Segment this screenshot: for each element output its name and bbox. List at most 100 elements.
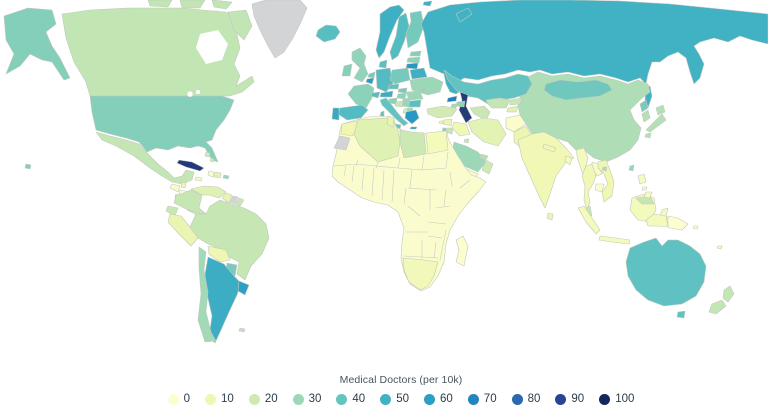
country-indonesia-papua[interactable] xyxy=(645,213,669,228)
country-bolivia[interactable] xyxy=(207,245,231,263)
country-canada-island[interactable] xyxy=(147,0,173,8)
country-philippines-mindanao[interactable] xyxy=(643,191,653,199)
country-moldova[interactable] xyxy=(419,87,427,94)
country-japan-hokkaido[interactable] xyxy=(655,104,666,116)
country-dominican-republic[interactable] xyxy=(213,171,222,179)
country-falklands[interactable] xyxy=(238,327,246,333)
country-south-africa[interactable] xyxy=(402,257,439,291)
country-peru[interactable] xyxy=(167,213,199,247)
country-mexico[interactable] xyxy=(95,131,195,185)
country-venezuela[interactable] xyxy=(190,185,227,199)
country-spain[interactable] xyxy=(337,104,369,121)
country-afghanistan[interactable] xyxy=(505,114,527,133)
country-canada-island[interactable] xyxy=(211,0,233,10)
country-france[interactable] xyxy=(347,83,375,109)
country-japan-kyushu[interactable] xyxy=(644,132,652,139)
country-canada-baffin[interactable] xyxy=(227,9,253,41)
country-canada-island[interactable] xyxy=(179,0,206,9)
country-estonia[interactable] xyxy=(409,50,422,57)
country-belgium[interactable] xyxy=(365,77,375,85)
country-new-zealand-north[interactable] xyxy=(722,285,735,303)
country-iraq[interactable] xyxy=(451,121,471,137)
country-georgia[interactable] xyxy=(446,95,458,103)
country-usa[interactable] xyxy=(89,95,235,163)
country-jamaica[interactable] xyxy=(194,176,203,182)
country-greenland[interactable] xyxy=(251,0,308,59)
country-india[interactable] xyxy=(517,131,575,209)
country-iceland[interactable] xyxy=(315,24,341,43)
country-japan-honshu[interactable] xyxy=(645,113,667,133)
country-guatemala[interactable] xyxy=(169,183,181,193)
country-madagascar[interactable] xyxy=(455,235,469,267)
country-italy[interactable] xyxy=(379,97,409,127)
country-uk[interactable] xyxy=(351,47,369,83)
country-cuba[interactable] xyxy=(176,159,205,172)
country-kyrgyzstan[interactable] xyxy=(509,97,523,106)
country-usa-hawaii[interactable] xyxy=(24,163,32,170)
country-french-guiana[interactable] xyxy=(235,197,245,207)
country-new-zealand-south[interactable] xyxy=(708,299,727,315)
country-bangladesh[interactable] xyxy=(564,155,573,166)
country-belize[interactable] xyxy=(180,181,187,189)
country-thailand[interactable] xyxy=(581,163,597,211)
country-denmark[interactable] xyxy=(378,59,388,69)
country-uruguay[interactable] xyxy=(237,280,250,296)
country-china-hainan[interactable] xyxy=(601,166,608,172)
country-iran[interactable] xyxy=(467,117,507,147)
country-canada[interactable] xyxy=(61,7,255,97)
country-bahamas[interactable] xyxy=(209,157,215,163)
country-suriname[interactable] xyxy=(229,195,239,205)
country-latvia[interactable] xyxy=(406,56,421,64)
country-russia-novaya-zemlya[interactable] xyxy=(455,7,473,23)
country-slovakia[interactable] xyxy=(397,87,408,94)
country-ireland[interactable] xyxy=(341,63,353,77)
country-sweden[interactable] xyxy=(389,12,410,61)
country-cambodia[interactable] xyxy=(594,183,605,193)
country-papua-new-guinea[interactable] xyxy=(667,215,689,231)
country-switzerland[interactable] xyxy=(370,91,381,99)
country-serbia[interactable] xyxy=(401,97,411,108)
country-egypt[interactable] xyxy=(425,130,449,155)
country-tajikistan[interactable] xyxy=(506,105,519,113)
country-portugal[interactable] xyxy=(331,107,340,121)
country-philippines-visayas[interactable] xyxy=(641,186,648,191)
country-romania[interactable] xyxy=(405,90,424,101)
country-taiwan[interactable] xyxy=(628,164,635,172)
country-netherlands[interactable] xyxy=(367,71,376,79)
country-brazil[interactable] xyxy=(189,199,270,281)
country-chile[interactable] xyxy=(197,246,217,343)
country-armenia[interactable] xyxy=(450,103,458,109)
country-ukraine[interactable] xyxy=(409,76,444,96)
country-philippines-luzon[interactable] xyxy=(637,173,647,185)
country-mongolia[interactable] xyxy=(543,79,613,101)
country-jordan[interactable] xyxy=(445,127,454,135)
country-norway-svalbard[interactable] xyxy=(422,0,433,7)
country-solomon-islands[interactable] xyxy=(692,225,699,230)
country-puerto-rico[interactable] xyxy=(222,174,230,180)
country-norway[interactable] xyxy=(375,4,405,59)
country-australia-tasmania[interactable] xyxy=(676,310,686,319)
country-indonesia-sumatra[interactable] xyxy=(577,205,601,235)
country-vietnam[interactable] xyxy=(597,159,615,203)
country-australia[interactable] xyxy=(625,237,707,307)
country-belarus[interactable] xyxy=(409,67,428,80)
country-western-sahara[interactable] xyxy=(333,135,351,151)
country-greece[interactable] xyxy=(404,109,420,125)
country-south-korea[interactable] xyxy=(641,109,651,123)
country-uzbekistan[interactable] xyxy=(485,97,511,109)
country-nepal[interactable] xyxy=(542,143,557,153)
country-usa-alaska[interactable] xyxy=(3,7,71,81)
country-oman[interactable] xyxy=(481,159,494,175)
country-north-korea[interactable] xyxy=(639,99,649,113)
country-hungary[interactable] xyxy=(396,92,407,100)
country-kuwait[interactable] xyxy=(463,138,470,144)
country-poland[interactable] xyxy=(389,67,411,85)
country-indonesia-java[interactable] xyxy=(598,235,631,245)
country-fiji[interactable] xyxy=(716,245,723,250)
country-sri-lanka[interactable] xyxy=(546,212,554,221)
country-finland[interactable] xyxy=(405,10,425,49)
country-turkmenistan[interactable] xyxy=(469,105,491,121)
country-tunisia[interactable] xyxy=(386,115,395,128)
country-turkey[interactable] xyxy=(426,105,458,119)
country-azerbaijan[interactable] xyxy=(455,100,466,108)
